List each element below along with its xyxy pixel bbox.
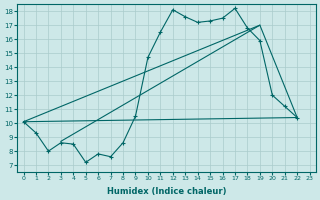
X-axis label: Humidex (Indice chaleur): Humidex (Indice chaleur) (107, 187, 226, 196)
